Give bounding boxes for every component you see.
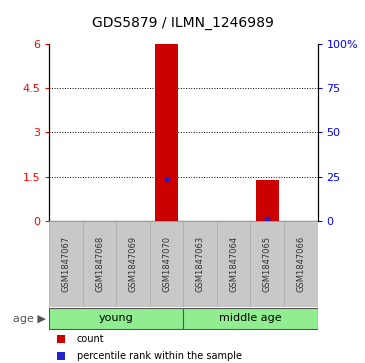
Bar — [255, 180, 279, 221]
Bar — [250, 221, 284, 307]
Text: percentile rank within the sample: percentile rank within the sample — [77, 351, 242, 362]
Text: GSM1847067: GSM1847067 — [62, 236, 70, 292]
Bar — [155, 44, 178, 221]
Text: GSM1847063: GSM1847063 — [196, 236, 205, 292]
Bar — [250, 221, 284, 307]
Text: age ▶: age ▶ — [13, 314, 46, 323]
Text: GSM1847069: GSM1847069 — [128, 236, 138, 292]
Text: GSM1847064: GSM1847064 — [229, 236, 238, 292]
Bar — [49, 221, 83, 307]
Bar — [83, 221, 116, 307]
Bar — [284, 221, 318, 307]
Text: GDS5879 / ILMN_1246989: GDS5879 / ILMN_1246989 — [92, 16, 273, 30]
Bar — [49, 221, 83, 307]
Bar — [150, 221, 184, 307]
Text: GSM1847066: GSM1847066 — [296, 236, 305, 292]
Text: GSM1847070: GSM1847070 — [162, 236, 171, 292]
Bar — [150, 221, 184, 307]
Text: middle age: middle age — [219, 313, 282, 323]
Text: GSM1847065: GSM1847065 — [263, 236, 272, 292]
Bar — [116, 221, 150, 307]
Bar — [83, 221, 116, 307]
Bar — [217, 221, 250, 307]
Bar — [49, 308, 183, 329]
Text: count: count — [77, 334, 104, 344]
Bar — [183, 308, 318, 329]
Bar — [217, 221, 250, 307]
Bar — [183, 221, 217, 307]
Bar — [116, 221, 150, 307]
Bar — [183, 221, 217, 307]
Text: young: young — [99, 313, 134, 323]
Text: GSM1847068: GSM1847068 — [95, 236, 104, 292]
Bar — [284, 221, 318, 307]
